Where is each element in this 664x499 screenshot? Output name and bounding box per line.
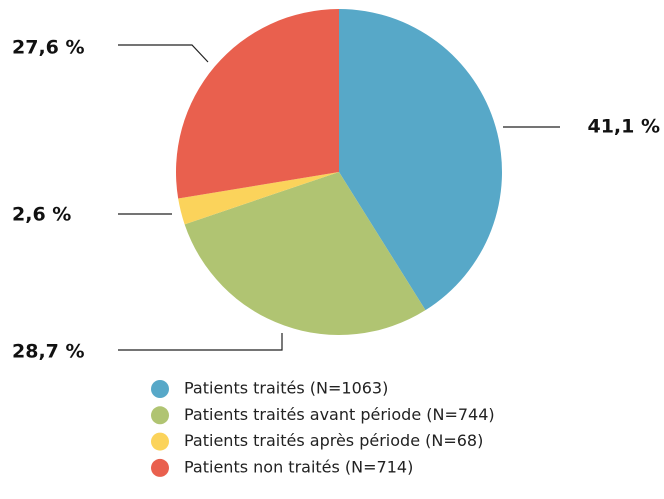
legend-swatch [151,458,169,477]
value-label: 41,1 % [587,116,660,138]
legend-swatch [151,380,169,398]
value-label: 2,6 % [12,204,71,226]
legend-label: Patients traités avant période (N=744) [184,405,495,424]
pie-slice [176,9,339,199]
legend-swatch [151,432,169,451]
pie-slice [184,172,426,335]
leader-line [118,333,283,351]
value-label: 27,6 % [12,37,85,59]
legend-label: Patients traités (N=1063) [184,379,388,398]
leader-line [118,44,209,63]
legend-swatch [151,406,169,425]
value-label: 28,7 % [12,341,85,363]
pie-slice [178,172,339,225]
pie-slice [339,9,502,311]
legend-label: Patients non traités (N=714) [184,457,413,476]
legend-label: Patients traités après période (N=68) [184,431,483,450]
